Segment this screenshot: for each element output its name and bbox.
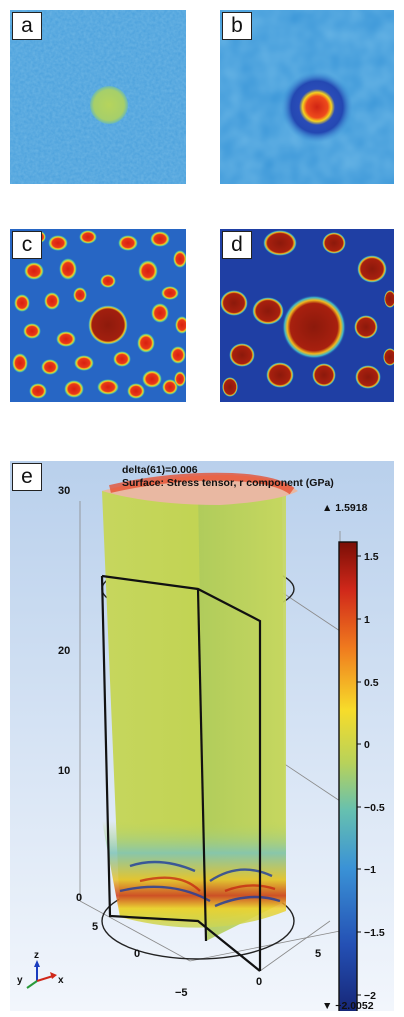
- cylinder-body: [102, 472, 298, 941]
- grain: [170, 346, 186, 364]
- colorbar-tick-label: 0: [364, 739, 370, 751]
- plot-title-line1: delta(61)=0.006: [122, 464, 198, 476]
- panel-b: b: [220, 10, 394, 184]
- y-tick-0: 0: [134, 948, 140, 960]
- z-tick-10: 10: [58, 765, 70, 777]
- colorbar-tick-label: −1: [364, 864, 376, 876]
- colorbar: [338, 541, 358, 1011]
- triad-x-label: x: [58, 975, 64, 986]
- grain: [355, 365, 381, 389]
- grain: [48, 235, 68, 251]
- panel-c: c: [10, 229, 186, 402]
- grain: [142, 370, 162, 388]
- grain: [113, 351, 131, 367]
- grain: [162, 379, 178, 395]
- grain: [79, 230, 97, 244]
- grain: [354, 315, 378, 339]
- panel-d-field: [220, 229, 394, 402]
- grain: [384, 290, 394, 308]
- triad-y-label: y: [17, 975, 23, 986]
- x-tick-5: 5: [315, 948, 321, 960]
- grain: [44, 292, 60, 310]
- grain: [73, 287, 87, 303]
- grain: [14, 294, 30, 312]
- panel-b-field: [220, 10, 394, 184]
- grain: [173, 250, 186, 268]
- y-tick-5: 5: [92, 921, 98, 933]
- plot-title-line2: Surface: Stress tensor, r component (GPa…: [122, 477, 334, 489]
- panel-label-b: b: [222, 12, 252, 40]
- panel-label-e: e: [12, 463, 42, 491]
- grain: [127, 383, 145, 399]
- grain: [137, 333, 155, 353]
- y-tick-neg5: −5: [175, 987, 188, 999]
- grain: [312, 363, 336, 387]
- cut-outline: [100, 574, 262, 972]
- colorbar-tick-label: 0.5: [364, 677, 379, 689]
- grain: [41, 359, 59, 375]
- colorbar-min: ▼ −2.0052: [322, 1000, 374, 1011]
- grain: [282, 295, 346, 359]
- triad-z-label: z: [34, 950, 39, 961]
- grain: [23, 323, 41, 339]
- grain: [97, 379, 119, 395]
- grain: [161, 286, 179, 300]
- x-tick-0: 0: [256, 976, 262, 988]
- colorbar-tick-label: 1: [364, 614, 370, 626]
- grain: [175, 316, 186, 334]
- panel-label-c: c: [12, 231, 42, 259]
- nucleus-ring: [281, 71, 353, 143]
- grain: [174, 371, 186, 387]
- colorbar-tick-label: −1.5: [364, 927, 385, 939]
- grain: [322, 232, 346, 254]
- grain: [357, 255, 387, 283]
- grain: [151, 303, 169, 323]
- grain: [229, 343, 255, 367]
- grain: [266, 362, 294, 388]
- nucleus-dot: [90, 86, 128, 124]
- panel-d: d: [220, 229, 394, 402]
- grain: [383, 348, 394, 366]
- panel-label-a: a: [12, 12, 42, 40]
- panel-a: a: [10, 10, 186, 184]
- grain: [100, 274, 116, 288]
- colorbar-max: ▲ 1.5918: [322, 502, 368, 514]
- grain: [138, 260, 158, 282]
- axis-triad: z y x: [17, 950, 64, 989]
- panel-label-d: d: [222, 231, 252, 259]
- grain: [88, 305, 128, 345]
- colorbar-tick-label: 1.5: [364, 551, 379, 563]
- grain: [24, 262, 44, 280]
- panel-e: delta(61)=0.006 Surface: Stress tensor, …: [10, 461, 394, 1011]
- grain: [59, 258, 77, 280]
- z-tick-0: 0: [76, 892, 82, 904]
- grain: [29, 383, 47, 399]
- grain: [150, 231, 170, 247]
- grain: [12, 353, 28, 373]
- grain: [56, 331, 76, 347]
- z-tick-20: 20: [58, 645, 70, 657]
- stress-plot: delta(61)=0.006 Surface: Stress tensor, …: [10, 461, 394, 1011]
- grain: [222, 377, 238, 397]
- grain: [220, 290, 248, 316]
- grain: [252, 297, 284, 325]
- z-tick-30: 30: [58, 485, 70, 497]
- grain: [263, 230, 297, 256]
- colorbar-tick-label: −0.5: [364, 802, 385, 814]
- grain: [118, 235, 138, 251]
- colorbar-tick-label: −2: [364, 990, 376, 1002]
- grain: [74, 355, 94, 371]
- colorbar-ticks: 1.5 1 0.5 0 −0.5 −1 −1.5 −2: [357, 551, 385, 1002]
- grain: [64, 380, 84, 398]
